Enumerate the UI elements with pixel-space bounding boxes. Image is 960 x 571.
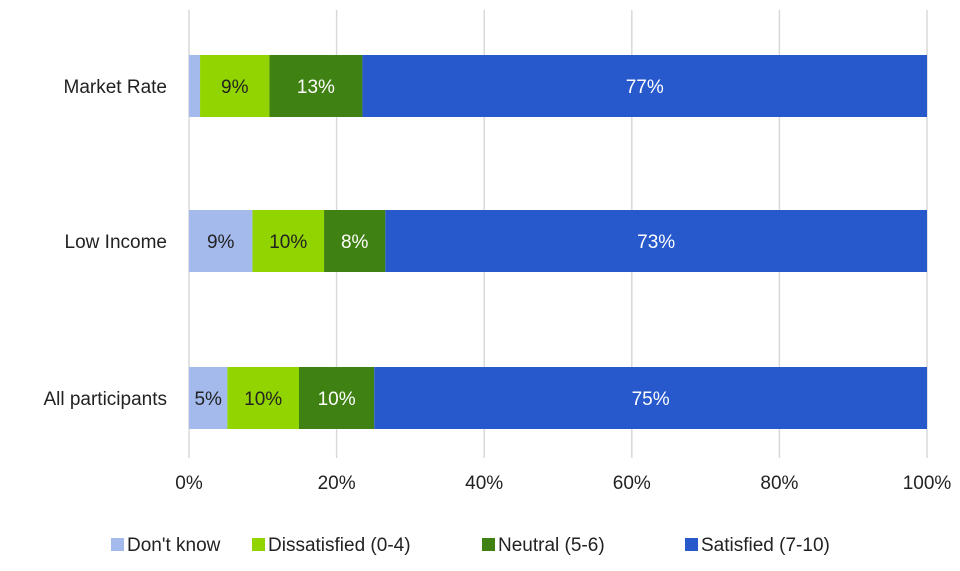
legend-label-3: Satisfied (7-10) [701, 535, 830, 556]
legend-item-2: Neutral (5-6) [482, 535, 605, 556]
bar-segment-2-2 [298, 367, 375, 429]
data-label-0-1: 9% [221, 77, 249, 98]
legend-item-0: Don't know [111, 535, 221, 556]
bars: 9% 13% 77% 9% 10% 8% 73% 5% 10% 10% 75% [189, 55, 928, 429]
category-label-0: Market Rate [64, 77, 167, 98]
bar-segment-1-0 [189, 210, 253, 272]
x-tick-label-1: 20% [318, 473, 356, 494]
legend-label-2: Neutral (5-6) [498, 535, 605, 556]
data-label-2-0: 5% [194, 389, 222, 410]
bar-segment-0-3 [362, 55, 927, 117]
x-tick-label-3: 60% [613, 473, 651, 494]
data-label-1-2: 8% [341, 232, 369, 253]
x-tick-label-0: 0% [175, 473, 203, 494]
legend-item-3: Satisfied (7-10) [685, 535, 830, 556]
legend-swatch-2 [482, 538, 495, 551]
x-tick-label-5: 100% [903, 473, 952, 494]
legend-swatch-0 [111, 538, 124, 551]
data-label-1-1: 10% [269, 232, 307, 253]
legend-item-1: Dissatisfied (0-4) [252, 535, 411, 556]
legend-label-1: Dissatisfied (0-4) [268, 535, 411, 556]
data-label-0-2: 13% [297, 77, 335, 98]
bar-segment-1-3 [385, 210, 928, 272]
category-labels: Market Rate Low Income All participants [43, 77, 167, 410]
bar-segment-1-1 [252, 210, 325, 272]
bar-segment-2-1 [227, 367, 299, 429]
data-label-2-1: 10% [244, 389, 282, 410]
category-label-1: Low Income [65, 232, 167, 253]
bar-segment-0-2 [269, 55, 363, 117]
x-axis-tick-labels: 0% 20% 40% 60% 80% 100% [175, 473, 951, 494]
data-label-0-3: 77% [626, 77, 664, 98]
bar-segment-2-0 [189, 367, 228, 429]
legend-swatch-1 [252, 538, 265, 551]
legend: Don't know Dissatisfied (0-4) Neutral (5-6… [111, 535, 830, 556]
data-label-1-0: 9% [207, 232, 235, 253]
bar-segment-1-2 [324, 210, 386, 272]
bar-segment-0-0 [189, 55, 201, 117]
x-tick-label-2: 40% [465, 473, 503, 494]
x-tick-label-4: 80% [760, 473, 798, 494]
data-label-1-3: 73% [637, 232, 675, 253]
legend-label-0: Don't know [127, 535, 221, 556]
bar-segment-0-1 [200, 55, 270, 117]
category-label-2: All participants [43, 389, 167, 410]
data-label-2-2: 10% [318, 389, 356, 410]
data-label-2-3: 75% [632, 389, 670, 410]
legend-swatch-3 [685, 538, 698, 551]
bar-segment-2-3 [374, 367, 927, 429]
